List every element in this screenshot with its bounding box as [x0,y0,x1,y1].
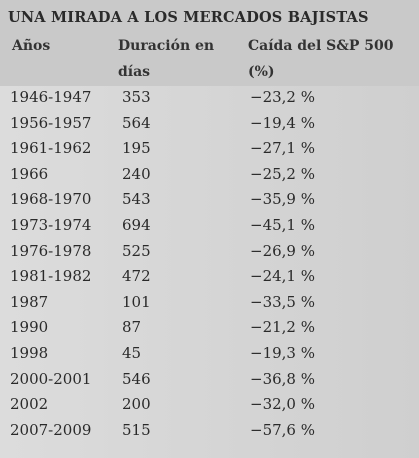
cell: −21,2 % [250,318,315,337]
cell: 101 [122,292,151,311]
cell: −19,4 % [250,113,315,132]
cell: 2000-2001 [10,369,92,388]
cell: −32,0 % [250,395,315,414]
cell: 1976-1978 [10,241,92,260]
column-header: Caída del S&P 500 [248,38,394,54]
cell: 515 [122,420,151,439]
cell: 543 [122,190,151,209]
column-header: (%) [248,64,275,80]
cell: −35,9 % [250,190,315,209]
title: UNA MIRADA A LOS MERCADOS BAJISTAS [8,9,369,26]
cell: 200 [122,395,151,414]
column-header: Años [12,38,51,54]
cell: 1981-1982 [10,267,92,286]
cell: 1966 [10,164,49,183]
cell: −25,2 % [250,164,315,183]
cell: −36,8 % [250,369,315,388]
cell: 1961-1962 [10,139,92,158]
cell: 1998 [10,344,49,362]
cell: 1946-1947 [10,88,92,106]
cell: 2002 [10,395,49,414]
cell: 1987 [10,292,49,311]
column-header: días [118,64,151,80]
cell: 2007-2009 [10,420,92,439]
cell: 525 [122,241,151,260]
cell: 694 [122,216,151,234]
cell: 45 [122,344,142,362]
cell: −33,5 % [250,292,315,311]
cell: −45,1 % [250,216,315,234]
column-header: Duración en [118,38,215,54]
cell: 87 [122,318,142,337]
cell: −57,6 % [250,420,315,439]
cell: 546 [122,369,151,388]
cell: 564 [122,113,151,132]
cell: −27,1 % [250,139,315,158]
cell: 240 [122,164,151,183]
cell: −26,9 % [250,241,315,260]
cell: 1956-1957 [10,113,92,132]
cell: 353 [122,88,151,106]
cell: 1973-1974 [10,216,92,234]
header-band [0,0,419,86]
cell: −19,3 % [250,344,315,362]
cell: 1968-1970 [10,190,92,209]
cell: −24,1 % [250,267,315,286]
cell: −23,2 % [250,88,315,106]
cell: 1990 [10,318,49,337]
cell: 472 [122,267,151,286]
cell: 195 [122,139,151,158]
